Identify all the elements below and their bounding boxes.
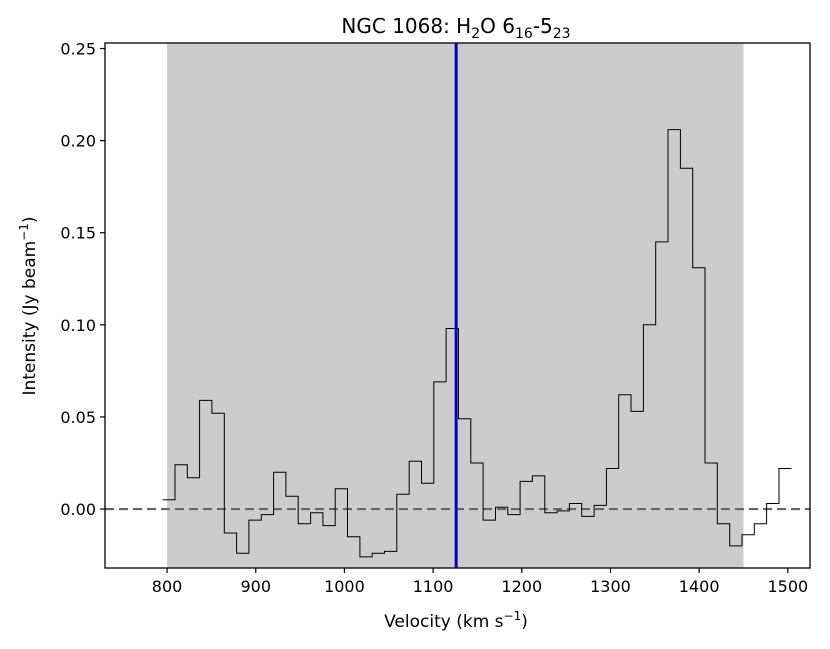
x-tick-label: 1100 <box>413 577 454 596</box>
axes-frame <box>104 42 811 569</box>
chart-title-main: NGC 1068: H <box>341 14 471 38</box>
x-tick-label: 1400 <box>679 577 720 596</box>
plot-layer <box>105 43 810 568</box>
x-tick-label: 900 <box>240 577 271 596</box>
y-axis-label: Intensity (Jy beam−1) <box>17 216 40 395</box>
chart-title-dash: -5 <box>533 14 553 38</box>
y-tick-label: 0.10 <box>60 316 96 335</box>
x-tick-label: 1500 <box>767 577 808 596</box>
x-tick-label: 1000 <box>324 577 365 596</box>
chart-title-mid: O 6 <box>480 14 515 38</box>
chart-title-sub-upper: 16 <box>515 26 533 42</box>
spectrum-series-0 <box>162 129 792 558</box>
plot-area <box>105 43 810 568</box>
x-axis-label: Velocity (km s−1) <box>384 609 528 632</box>
y-tick-label: 0.20 <box>60 132 96 151</box>
axes-layer: 800 900 1000 1100 1200 1300 1400 1500 0.00 0.05 0.… <box>60 40 811 596</box>
y-tick-label: 0.05 <box>60 408 96 427</box>
y-axis-label-close: ) <box>20 216 40 223</box>
x-tick-label: 800 <box>152 577 183 596</box>
x-axis-label-main: Velocity (km s <box>384 612 504 632</box>
y-tick-label: 0.15 <box>60 224 96 243</box>
y-tick-label: 0.25 <box>60 40 96 59</box>
y-axis-label-sup: −1 <box>17 223 31 241</box>
x-axis-label-close: ) <box>521 612 528 632</box>
chart-title-sub-lower: 23 <box>553 26 571 42</box>
y-axis-label-main: Intensity (Jy beam <box>20 241 40 396</box>
chart-title-sub-h2o: 2 <box>471 26 480 42</box>
x-axis-label-sup: −1 <box>504 609 522 623</box>
x-tick-label: 1200 <box>501 577 542 596</box>
y-tick-label: 0.00 <box>60 500 96 519</box>
x-tick-label: 1300 <box>590 577 631 596</box>
chart-title: NGC 1068: H2O 616-523 <box>341 14 570 42</box>
